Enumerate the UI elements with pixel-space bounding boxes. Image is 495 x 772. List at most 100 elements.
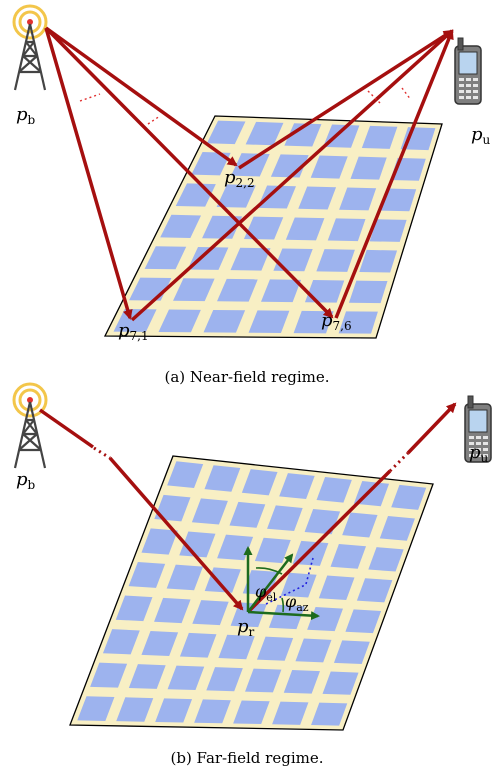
ris-element bbox=[158, 309, 201, 333]
ris-element bbox=[204, 567, 241, 593]
label-pb: pb bbox=[16, 469, 36, 492]
ris-element bbox=[345, 609, 382, 634]
ris-element bbox=[166, 564, 204, 591]
base-station-icon bbox=[12, 4, 48, 92]
ris-element bbox=[90, 662, 128, 688]
ris-element bbox=[356, 578, 393, 603]
ris-element bbox=[338, 311, 378, 334]
ris-element bbox=[141, 528, 178, 555]
ris-element bbox=[298, 186, 337, 210]
ris-element bbox=[316, 477, 352, 503]
ris-element bbox=[128, 664, 166, 689]
ris-element bbox=[115, 595, 153, 622]
ris-element bbox=[154, 494, 191, 522]
near-field-arrows bbox=[44, 26, 454, 322]
ris-element bbox=[179, 531, 216, 558]
ris-element bbox=[243, 216, 284, 240]
ris-element bbox=[279, 473, 315, 499]
ris-element bbox=[379, 188, 417, 212]
distance-markers bbox=[79, 87, 412, 125]
ris-element bbox=[167, 461, 204, 489]
ris-element bbox=[368, 547, 404, 572]
far-field-gap-dots bbox=[93, 446, 410, 473]
ris-element bbox=[256, 636, 294, 661]
ris-element bbox=[204, 465, 241, 492]
ris-element bbox=[391, 484, 427, 510]
ris-element bbox=[322, 671, 359, 695]
angle-construction bbox=[243, 546, 320, 621]
ris-element bbox=[154, 597, 191, 624]
ris-element bbox=[203, 309, 246, 333]
label-phi-az: φaz bbox=[285, 592, 309, 614]
label-pb: pb bbox=[16, 104, 36, 127]
ris-element bbox=[311, 702, 348, 726]
ris-elements bbox=[113, 120, 436, 334]
ris-element bbox=[116, 697, 154, 722]
ris-element bbox=[316, 249, 355, 272]
ris-element bbox=[348, 280, 388, 304]
near-field-panel bbox=[103, 115, 443, 339]
base-station-icon bbox=[12, 382, 48, 470]
ris-element bbox=[284, 123, 322, 147]
far-field-panel bbox=[69, 455, 434, 731]
ris-element bbox=[231, 153, 270, 177]
label-p22: p2,2 bbox=[224, 167, 255, 190]
caption-near-field: (a) Near-field regime. bbox=[165, 368, 330, 386]
ris-element bbox=[254, 537, 291, 564]
ris-element bbox=[229, 501, 266, 528]
ris-element bbox=[339, 187, 377, 211]
ris-element bbox=[160, 214, 202, 238]
ris-element bbox=[144, 246, 187, 270]
ris-element bbox=[206, 667, 243, 692]
ris-element bbox=[310, 155, 348, 179]
ris-element bbox=[141, 630, 179, 657]
label-p76: p7,6 bbox=[321, 310, 352, 333]
ris-element bbox=[202, 215, 243, 239]
ris-element bbox=[267, 505, 303, 532]
ris-element bbox=[268, 604, 305, 630]
ris-element bbox=[248, 310, 290, 333]
ris-element bbox=[318, 575, 355, 600]
ris-element bbox=[173, 278, 215, 302]
ris-element bbox=[217, 278, 258, 302]
ris-element bbox=[218, 634, 255, 660]
ris-element bbox=[361, 125, 398, 149]
label-pr: pr bbox=[237, 616, 255, 639]
ris-element bbox=[270, 154, 309, 178]
ris-element bbox=[272, 701, 309, 725]
ris-element bbox=[327, 218, 366, 242]
ris-element bbox=[350, 156, 387, 180]
ris-element bbox=[194, 699, 231, 724]
ris-element bbox=[359, 249, 398, 273]
ris-element bbox=[245, 121, 284, 146]
ris-element bbox=[285, 217, 325, 241]
label-pu: pu bbox=[471, 124, 491, 147]
ris-element bbox=[241, 469, 278, 496]
ris-element bbox=[379, 516, 415, 541]
caption-far-field: (b) Far-field regime. bbox=[170, 749, 323, 767]
ris-element bbox=[304, 280, 345, 303]
user-phone-icon bbox=[454, 37, 482, 105]
ris-element bbox=[245, 668, 282, 693]
ris-element bbox=[233, 700, 270, 725]
ris-elements bbox=[77, 461, 427, 726]
ris-element bbox=[102, 629, 140, 655]
far-field-arrows bbox=[38, 402, 457, 614]
label-p71: p7,1 bbox=[118, 320, 149, 343]
label-pu: pu bbox=[469, 442, 489, 465]
ris-element bbox=[192, 600, 229, 626]
ris-element bbox=[155, 698, 193, 723]
ris-element bbox=[128, 561, 166, 588]
ris-element bbox=[333, 640, 370, 664]
ris-element bbox=[179, 632, 217, 658]
ris-element bbox=[206, 120, 246, 145]
ris-element bbox=[216, 184, 256, 208]
ris-element bbox=[191, 498, 228, 525]
ris-element bbox=[260, 279, 302, 303]
ris-element bbox=[77, 696, 115, 721]
ris-element bbox=[323, 124, 360, 148]
ris-element bbox=[330, 543, 367, 569]
ris-element bbox=[257, 185, 296, 209]
ris-element bbox=[283, 670, 320, 694]
